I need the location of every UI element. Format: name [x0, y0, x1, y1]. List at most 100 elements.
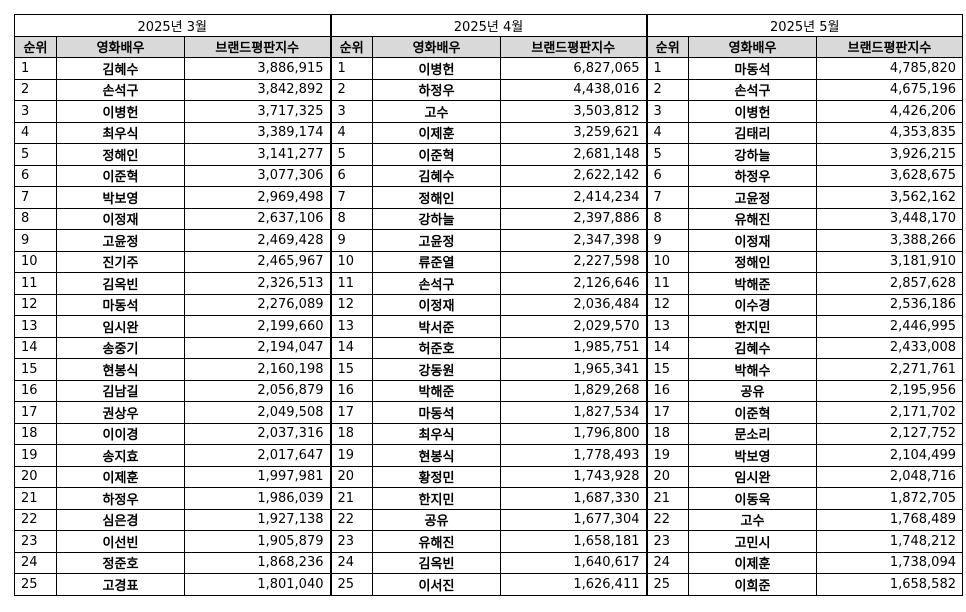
rank-cell: 8: [329, 207, 373, 230]
rank-cell: 17: [14, 401, 57, 424]
actor-name-cell: 하정우: [688, 164, 817, 187]
brand-index-cell: 2,681,148: [500, 143, 647, 166]
table-row: 11 김옥빈 2,326,513 11 손석구 2,126,646 11 박해준 2,857,6…: [14, 272, 963, 295]
rank-cell: 18: [645, 422, 689, 445]
column-header-index: 브랜드평판지수: [184, 35, 331, 58]
brand-index-cell: 3,562,162: [816, 186, 963, 209]
actor-name-cell: 정해인: [372, 186, 501, 209]
actor-name-cell: 이병헌: [688, 100, 817, 123]
table-row: 14 송중기 2,194,047 14 허준호 1,985,751 14 김혜수 2,433,0…: [14, 336, 963, 359]
actor-name-cell: 최우식: [372, 422, 501, 445]
table-row: 1 김혜수 3,886,915 1 이병헌 6,827,065 1 마동석 4,785,820: [14, 57, 963, 80]
rank-cell: 3: [14, 100, 57, 123]
actor-name-cell: 고윤정: [372, 229, 501, 252]
actor-name-cell: 박보영: [56, 186, 185, 209]
actor-name-cell: 마동석: [372, 401, 501, 424]
brand-index-cell: 1,768,489: [816, 508, 963, 531]
brand-index-cell: 1,743,928: [500, 465, 647, 488]
table-row: 8 이정재 2,637,106 8 강하늘 2,397,886 8 유해진 3,448,170: [14, 207, 963, 230]
brand-index-cell: 3,448,170: [816, 207, 963, 230]
actor-name-cell: 류준열: [372, 250, 501, 273]
actor-name-cell: 이제훈: [56, 465, 185, 488]
brand-index-cell: 3,503,812: [500, 100, 647, 123]
actor-name-cell: 이준혁: [688, 401, 817, 424]
actor-name-cell: 고수: [372, 100, 501, 123]
brand-index-cell: 1,868,236: [184, 551, 331, 574]
rank-cell: 20: [329, 465, 373, 488]
actor-name-cell: 박해준: [688, 272, 817, 295]
brand-index-cell: 2,037,316: [184, 422, 331, 445]
brand-index-cell: 2,414,234: [500, 186, 647, 209]
rank-cell: 13: [14, 315, 57, 338]
brand-index-cell: 2,857,628: [816, 272, 963, 295]
table-row: 16 김남길 2,056,879 16 박해준 1,829,268 16 공유 2,195,95…: [14, 379, 963, 402]
column-header-row: 순위 영화배우 브랜드평판지수 순위 영화배우 브랜드평판지수 순위 영화배우 …: [14, 35, 963, 58]
brand-index-cell: 1,778,493: [500, 444, 647, 467]
actor-name-cell: 공유: [688, 379, 817, 402]
actor-name-cell: 정해인: [688, 250, 817, 273]
brand-reputation-table: 2025년 3월 2025년 4월 2025년 5월 순위 영화배우 브랜드평판…: [14, 14, 963, 596]
rank-cell: 3: [645, 100, 689, 123]
rank-cell: 3: [329, 100, 373, 123]
brand-index-cell: 2,127,752: [816, 422, 963, 445]
table-row: 22 심은경 1,927,138 22 공유 1,677,304 22 고수 1,768,489: [14, 508, 963, 531]
rank-cell: 4: [645, 121, 689, 144]
brand-index-cell: 1,905,879: [184, 530, 331, 553]
brand-index-cell: 1,796,800: [500, 422, 647, 445]
rank-cell: 6: [645, 164, 689, 187]
actor-name-cell: 이준혁: [372, 143, 501, 166]
rank-cell: 15: [645, 358, 689, 381]
rank-cell: 14: [645, 336, 689, 359]
actor-name-cell: 하정우: [56, 487, 185, 510]
brand-index-cell: 1,801,040: [184, 573, 331, 596]
actor-name-cell: 손석구: [688, 78, 817, 101]
table-row: 4 최우식 3,389,174 4 이제훈 3,259,621 4 김태리 4,353,835: [14, 121, 963, 144]
brand-index-cell: 1,827,534: [500, 401, 647, 424]
brand-index-cell: 4,785,820: [816, 57, 963, 80]
brand-index-cell: 2,622,142: [500, 164, 647, 187]
table-row: 13 임시완 2,199,660 13 박서준 2,029,570 13 한지민 2,446,9…: [14, 315, 963, 338]
rank-cell: 10: [14, 250, 57, 273]
brand-index-cell: 3,181,910: [816, 250, 963, 273]
brand-index-cell: 2,326,513: [184, 272, 331, 295]
rank-cell: 20: [645, 465, 689, 488]
rank-cell: 17: [645, 401, 689, 424]
actor-name-cell: 강동원: [372, 358, 501, 381]
brand-index-cell: 3,628,675: [816, 164, 963, 187]
rank-cell: 24: [14, 551, 57, 574]
brand-index-cell: 4,675,196: [816, 78, 963, 101]
brand-index-cell: 2,160,198: [184, 358, 331, 381]
actor-name-cell: 이서진: [372, 573, 501, 596]
actor-name-cell: 임시완: [56, 315, 185, 338]
rank-cell: 5: [645, 143, 689, 166]
actor-name-cell: 고윤정: [56, 229, 185, 252]
brand-index-cell: 6,827,065: [500, 57, 647, 80]
table-row: 7 박보영 2,969,498 7 정해인 2,414,234 7 고윤정 3,562,162: [14, 186, 963, 209]
rank-cell: 14: [329, 336, 373, 359]
rank-cell: 23: [329, 530, 373, 553]
rank-cell: 10: [645, 250, 689, 273]
actor-name-cell: 정준호: [56, 551, 185, 574]
column-header-index: 브랜드평판지수: [816, 35, 963, 58]
brand-index-cell: 1,997,981: [184, 465, 331, 488]
rank-cell: 23: [14, 530, 57, 553]
brand-index-cell: 2,637,106: [184, 207, 331, 230]
rank-cell: 10: [329, 250, 373, 273]
rank-cell: 14: [14, 336, 57, 359]
column-header-rank: 순위: [14, 35, 57, 58]
actor-name-cell: 황정민: [372, 465, 501, 488]
rank-cell: 25: [14, 573, 57, 596]
rank-cell: 5: [329, 143, 373, 166]
actor-name-cell: 이선빈: [56, 530, 185, 553]
brand-index-cell: 2,104,499: [816, 444, 963, 467]
brand-index-cell: 3,717,325: [184, 100, 331, 123]
rank-cell: 23: [645, 530, 689, 553]
actor-name-cell: 공유: [372, 508, 501, 531]
rank-cell: 21: [645, 487, 689, 510]
rank-cell: 7: [329, 186, 373, 209]
actor-name-cell: 송지효: [56, 444, 185, 467]
table-body: 1 김혜수 3,886,915 1 이병헌 6,827,065 1 마동석 4,785,820 2…: [14, 57, 963, 596]
rank-cell: 13: [645, 315, 689, 338]
brand-index-cell: 4,353,835: [816, 121, 963, 144]
brand-index-cell: 1,927,138: [184, 508, 331, 531]
